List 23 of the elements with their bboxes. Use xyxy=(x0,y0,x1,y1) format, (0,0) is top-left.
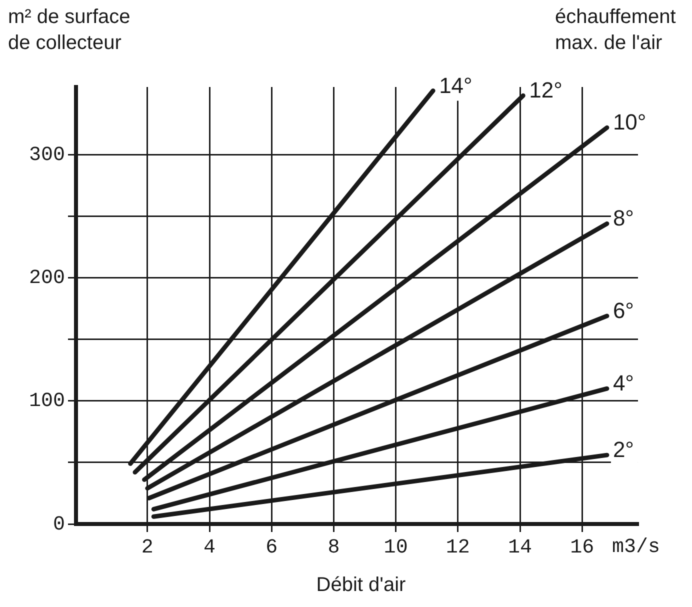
y-tick-label: 200 xyxy=(28,267,65,290)
series-label: 8° xyxy=(612,206,634,231)
x-tick-label: 8 xyxy=(328,536,340,560)
x-tick-label: 2 xyxy=(141,536,154,560)
series-label: 4° xyxy=(612,370,634,396)
x-tick-label: 14 xyxy=(508,536,532,560)
x-tick-label: 12 xyxy=(446,536,470,560)
series-label: 12° xyxy=(529,78,562,103)
series-label: 6° xyxy=(612,298,634,324)
y-axis-title: m² de surface de collecteur xyxy=(8,5,130,56)
x-tick-label: 10 xyxy=(384,536,408,560)
x-tick-label: 16 xyxy=(570,536,594,560)
y-tick-label: 0 xyxy=(52,513,65,536)
x-tick-label: 6 xyxy=(266,536,278,560)
series-label: 2° xyxy=(612,437,634,462)
y-tick-label: 100 xyxy=(28,390,65,414)
text: m3/s xyxy=(612,535,660,561)
y-tick-label: 300 xyxy=(28,144,65,167)
x-axis-title: Débit d'air xyxy=(315,573,407,598)
x-tick-label: 4 xyxy=(204,536,216,560)
legend-title: échauffement max. de l'air xyxy=(555,5,676,56)
series-label: 10° xyxy=(612,110,646,135)
series-label: 14° xyxy=(439,72,472,98)
